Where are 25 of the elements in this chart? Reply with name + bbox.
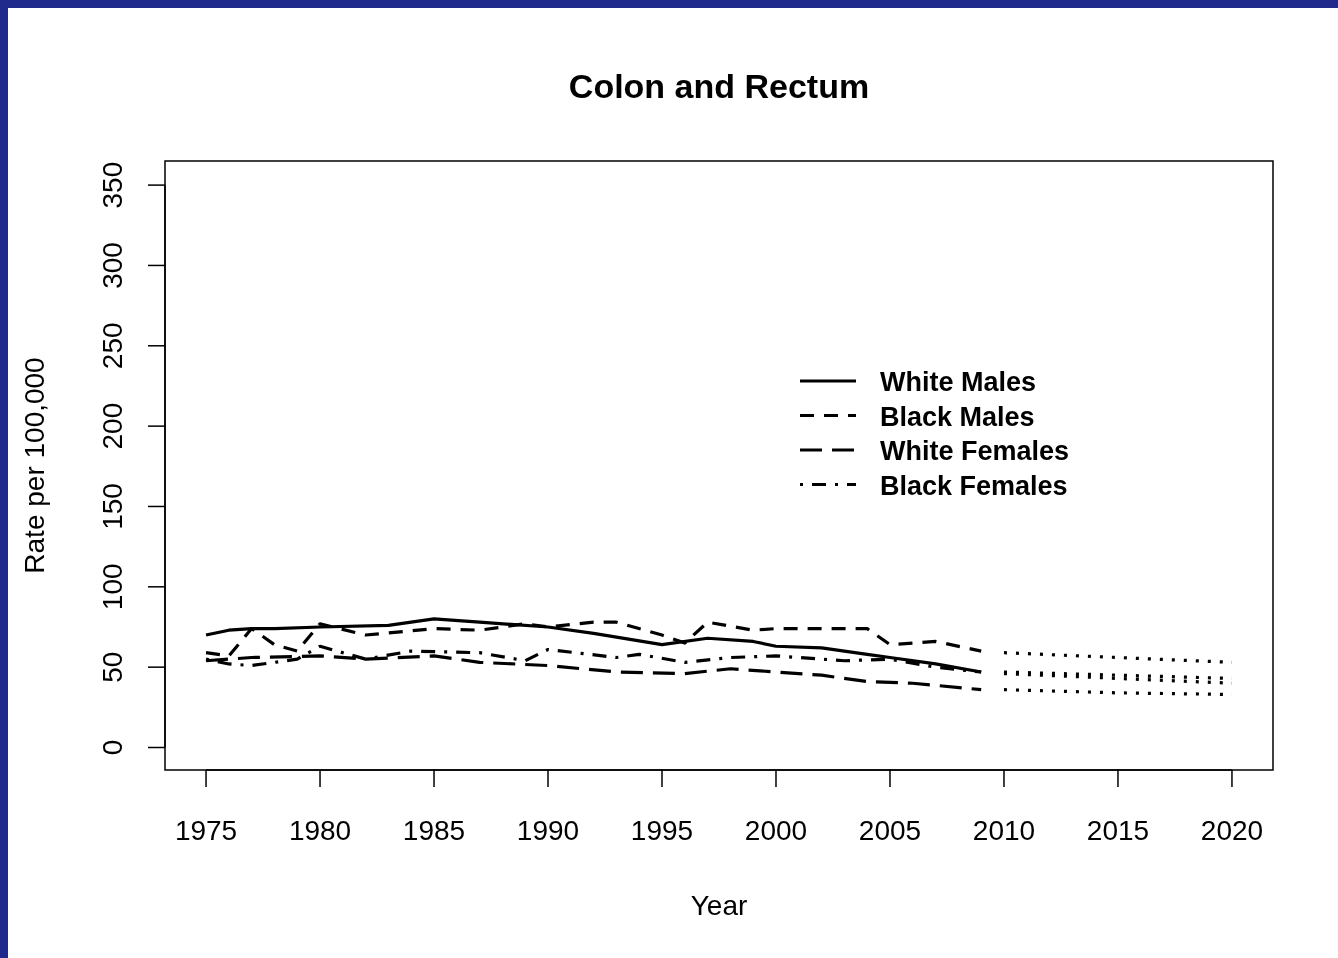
y-tick-label: 250 (97, 322, 128, 370)
legend-label: White Females (880, 436, 1070, 466)
y-tick-label: 300 (97, 242, 128, 289)
legend-label: Black Females (880, 470, 1068, 501)
x-axis-title: Year (690, 890, 748, 921)
legend-label: Black Males (880, 401, 1035, 432)
x-tick-label: 1985 (402, 815, 466, 846)
x-tick-label: 1975 (174, 815, 238, 846)
x-tick-label: 1990 (516, 815, 580, 846)
legend-label: White Males (880, 367, 1037, 397)
y-tick-label: 50 (97, 651, 128, 683)
chart-title: Colon and Rectum (568, 67, 870, 105)
y-tick-label: 200 (97, 402, 128, 450)
y-tick-label: 100 (97, 563, 128, 611)
x-tick-label: 2010 (972, 815, 1036, 846)
y-tick-label: 350 (97, 161, 128, 209)
y-axis-title: Rate per 100,000 (19, 357, 50, 574)
x-tick-label: 2020 (1200, 815, 1264, 846)
x-tick-label: 2000 (744, 815, 808, 846)
y-tick-label: 150 (97, 483, 128, 530)
x-tick-label: 1980 (288, 815, 352, 846)
x-tick-label: 2005 (858, 815, 922, 846)
x-tick-label: 1995 (630, 815, 694, 846)
y-tick-label: 0 (97, 739, 128, 756)
x-tick-label: 2015 (1086, 815, 1150, 846)
